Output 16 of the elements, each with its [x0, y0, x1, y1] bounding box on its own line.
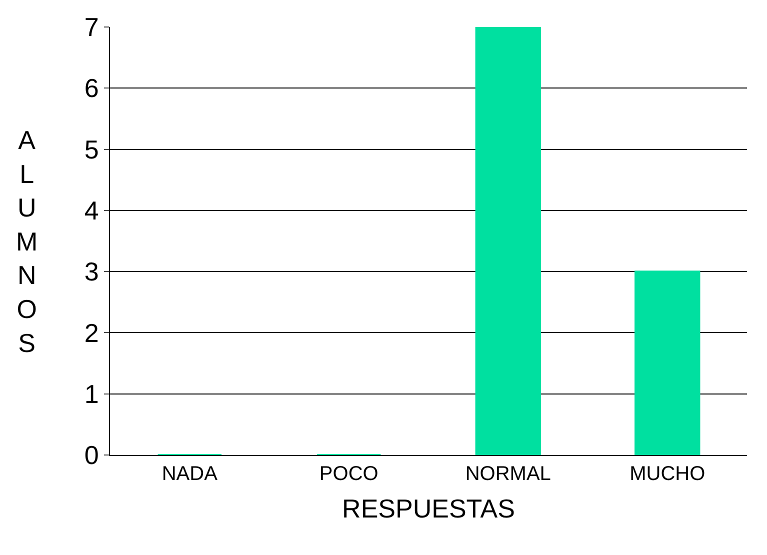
y-tick-label: 7 [84, 12, 99, 42]
y-axis-title: ALUMNOS [16, 125, 38, 358]
bar [475, 27, 541, 455]
y-tick-label: 3 [84, 256, 99, 287]
bar [634, 270, 700, 455]
y-tick-label: 0 [84, 440, 99, 470]
x-tick-label: NADA [162, 463, 218, 485]
y-tick-label: 2 [84, 318, 99, 348]
x-axis-title: RESPUESTAS [342, 494, 515, 524]
y-tick-label: 4 [84, 196, 99, 226]
y-tick-label: 6 [84, 73, 99, 104]
x-tick-label: NORMAL [465, 463, 551, 485]
x-tick-label: MUCHO [630, 463, 706, 485]
y-tick-label: 5 [84, 134, 99, 164]
x-tick-label: POCO [319, 463, 378, 485]
y-tick-label: 1 [84, 378, 99, 409]
